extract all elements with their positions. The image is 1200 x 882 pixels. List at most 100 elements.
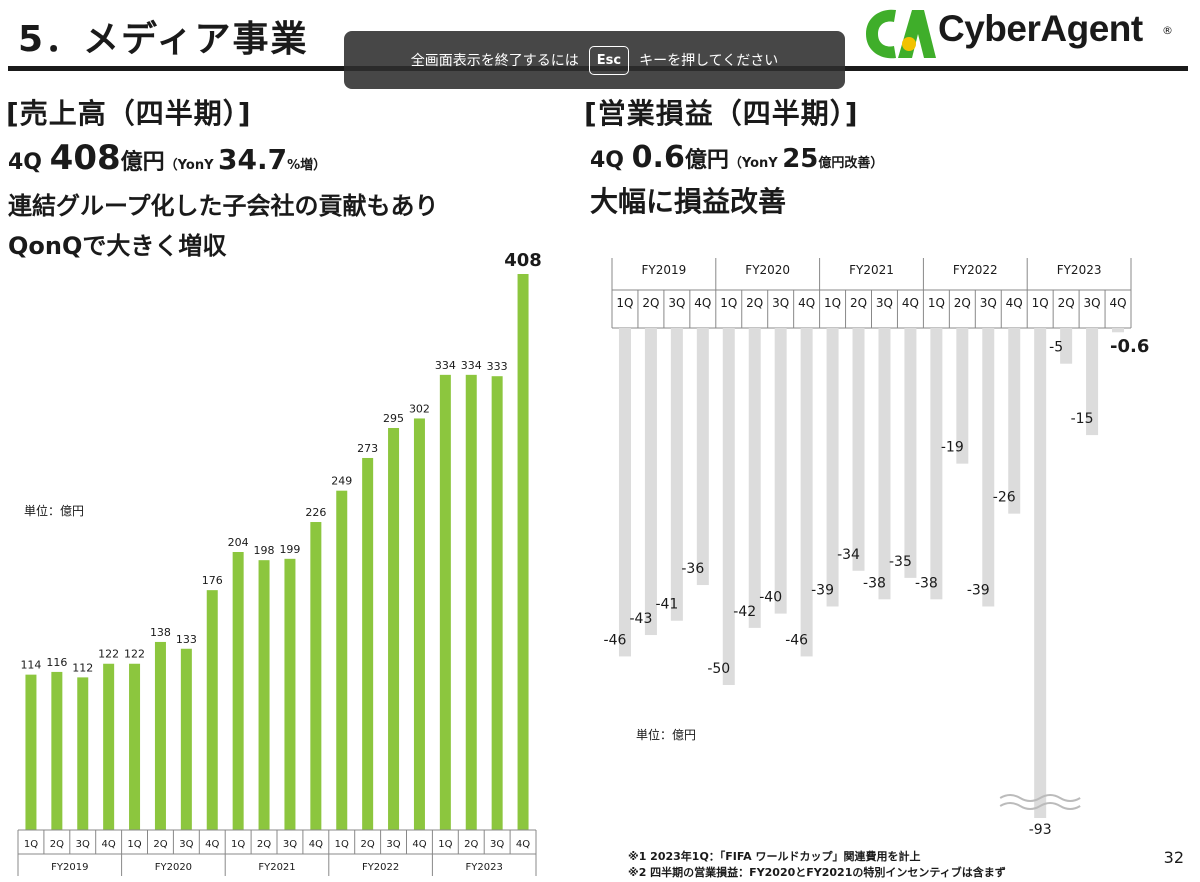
right-main-value: 0.6 <box>631 140 685 175</box>
revenue-quarter-label: 4Q <box>516 839 530 850</box>
oi-fiscal-year-label: FY2020 <box>745 263 790 277</box>
revenue-quarter-label: 3Q <box>386 839 400 850</box>
oi-bar <box>644 328 657 636</box>
left-unit-label: 単位：億円 <box>24 504 85 518</box>
left-yony-suffix: %増） <box>287 158 327 173</box>
oi-quarter-label: 2Q <box>746 296 763 310</box>
right-yony-label: （YonY <box>728 156 783 171</box>
revenue-data-label: 122 <box>124 648 145 661</box>
revenue-data-label: 198 <box>254 544 275 557</box>
revenue-data-label: 334 <box>461 359 482 372</box>
oi-bar <box>852 328 865 571</box>
oi-bar <box>774 328 787 614</box>
revenue-bar <box>465 374 477 830</box>
revenue-fiscal-year-label: FY2019 <box>51 862 88 873</box>
oi-data-label: -38 <box>915 575 938 591</box>
revenue-data-label: 334 <box>435 359 456 372</box>
revenue-data-label: 114 <box>20 659 41 672</box>
oi-quarter-label: 2Q <box>1058 296 1075 310</box>
revenue-quarter-label: 1Q <box>127 839 141 850</box>
revenue-data-label: 302 <box>409 402 430 415</box>
revenue-quarter-label: 2Q <box>257 839 271 850</box>
oi-quarter-label: 1Q <box>1032 296 1049 310</box>
oi-quarter-label: 4Q <box>694 296 711 310</box>
oi-bar <box>748 328 761 628</box>
revenue-bar <box>25 674 37 830</box>
oi-quarter-label: 1Q <box>824 296 841 310</box>
registered-mark: ® <box>1162 24 1173 37</box>
oi-bar <box>956 328 969 464</box>
revenue-quarter-label: 3Q <box>490 839 504 850</box>
oi-data-label: -34 <box>837 547 860 563</box>
esc-key-badge: Esc <box>588 45 630 75</box>
revenue-data-label: 273 <box>357 442 378 455</box>
revenue-data-label: 122 <box>98 648 119 661</box>
left-headline-3: QonQで大きく増収 <box>8 232 227 260</box>
revenue-bar <box>284 558 296 830</box>
axis-break-mark <box>999 802 1081 810</box>
oi-data-label: -40 <box>759 590 782 606</box>
oi-quarter-label: 4Q <box>902 296 919 310</box>
revenue-quarter-label: 1Q <box>231 839 245 850</box>
revenue-bar <box>517 274 529 830</box>
oi-bar <box>1112 328 1125 333</box>
left-yony-value: 34.7 <box>218 143 288 176</box>
revenue-data-label: 176 <box>202 574 223 587</box>
revenue-quarter-label: 2Q <box>50 839 64 850</box>
revenue-data-label: 295 <box>383 412 404 425</box>
oi-quarter-label: 1Q <box>720 296 737 310</box>
revenue-data-label: 204 <box>228 536 249 549</box>
oi-quarter-label: 3Q <box>1084 296 1101 310</box>
revenue-fiscal-year-label: FY2023 <box>466 862 503 873</box>
revenue-quarter-label: 2Q <box>464 839 478 850</box>
revenue-data-label: 408 <box>504 250 542 271</box>
oi-fiscal-year-label: FY2019 <box>642 263 687 277</box>
revenue-bar <box>180 648 192 830</box>
revenue-bar <box>439 374 451 830</box>
oi-quarter-label: 2Q <box>954 296 971 310</box>
revenue-bar <box>310 522 322 830</box>
revenue-bar <box>388 427 400 830</box>
oi-bar <box>826 328 839 607</box>
right-headline-1: 4Q 0.6億円（YonY 25億円改善） <box>590 140 883 175</box>
fullscreen-exit-banner: 全画面表示を終了するには Esc キーを押してください <box>344 31 845 89</box>
oi-bar <box>800 328 813 657</box>
oi-bar <box>1034 328 1047 818</box>
page-number: 32 <box>1163 848 1184 867</box>
revenue-bar <box>232 552 244 830</box>
oi-quarter-label: 4Q <box>798 296 815 310</box>
oi-data-label: -39 <box>811 582 834 598</box>
revenue-bar <box>154 641 166 830</box>
oi-quarter-label: 2Q <box>642 296 659 310</box>
revenue-quarter-label: 2Q <box>153 839 167 850</box>
revenue-quarter-label: 3Q <box>283 839 297 850</box>
oi-bar <box>904 328 917 578</box>
oi-data-label: -5 <box>1049 340 1063 356</box>
oi-data-label: -43 <box>629 611 652 627</box>
oi-data-label: -93 <box>1029 822 1052 838</box>
revenue-quarter-label: 4Q <box>412 839 426 850</box>
left-headline-1: 4Q 408億円（YonY 34.7%増） <box>8 138 326 178</box>
revenue-data-label: 333 <box>487 360 508 373</box>
revenue-bar <box>206 590 218 830</box>
revenue-data-label: 133 <box>176 633 197 646</box>
revenue-data-label: 116 <box>46 656 67 669</box>
oi-bar <box>982 328 995 607</box>
right-unit-label: 単位：億円 <box>636 728 697 742</box>
left-headline-2: 連結グループ化した子会社の貢献もあり <box>8 192 439 220</box>
revenue-fiscal-year-label: FY2020 <box>155 862 192 873</box>
revenue-quarter-label: 1Q <box>24 839 38 850</box>
oi-data-label: -46 <box>785 632 808 648</box>
revenue-quarter-label: 3Q <box>76 839 90 850</box>
revenue-data-label: 249 <box>331 475 352 488</box>
right-quarter-label: 4Q <box>590 148 632 173</box>
oi-data-label: -50 <box>707 661 730 677</box>
oi-bar <box>670 328 683 621</box>
revenue-quarter-label: 2Q <box>361 839 375 850</box>
oi-quarter-label: 3Q <box>668 296 685 310</box>
left-section-title: [売上高（四半期）] <box>6 97 252 130</box>
oi-bar <box>696 328 709 586</box>
oi-data-label: -46 <box>604 632 627 648</box>
revenue-bar <box>129 663 141 830</box>
